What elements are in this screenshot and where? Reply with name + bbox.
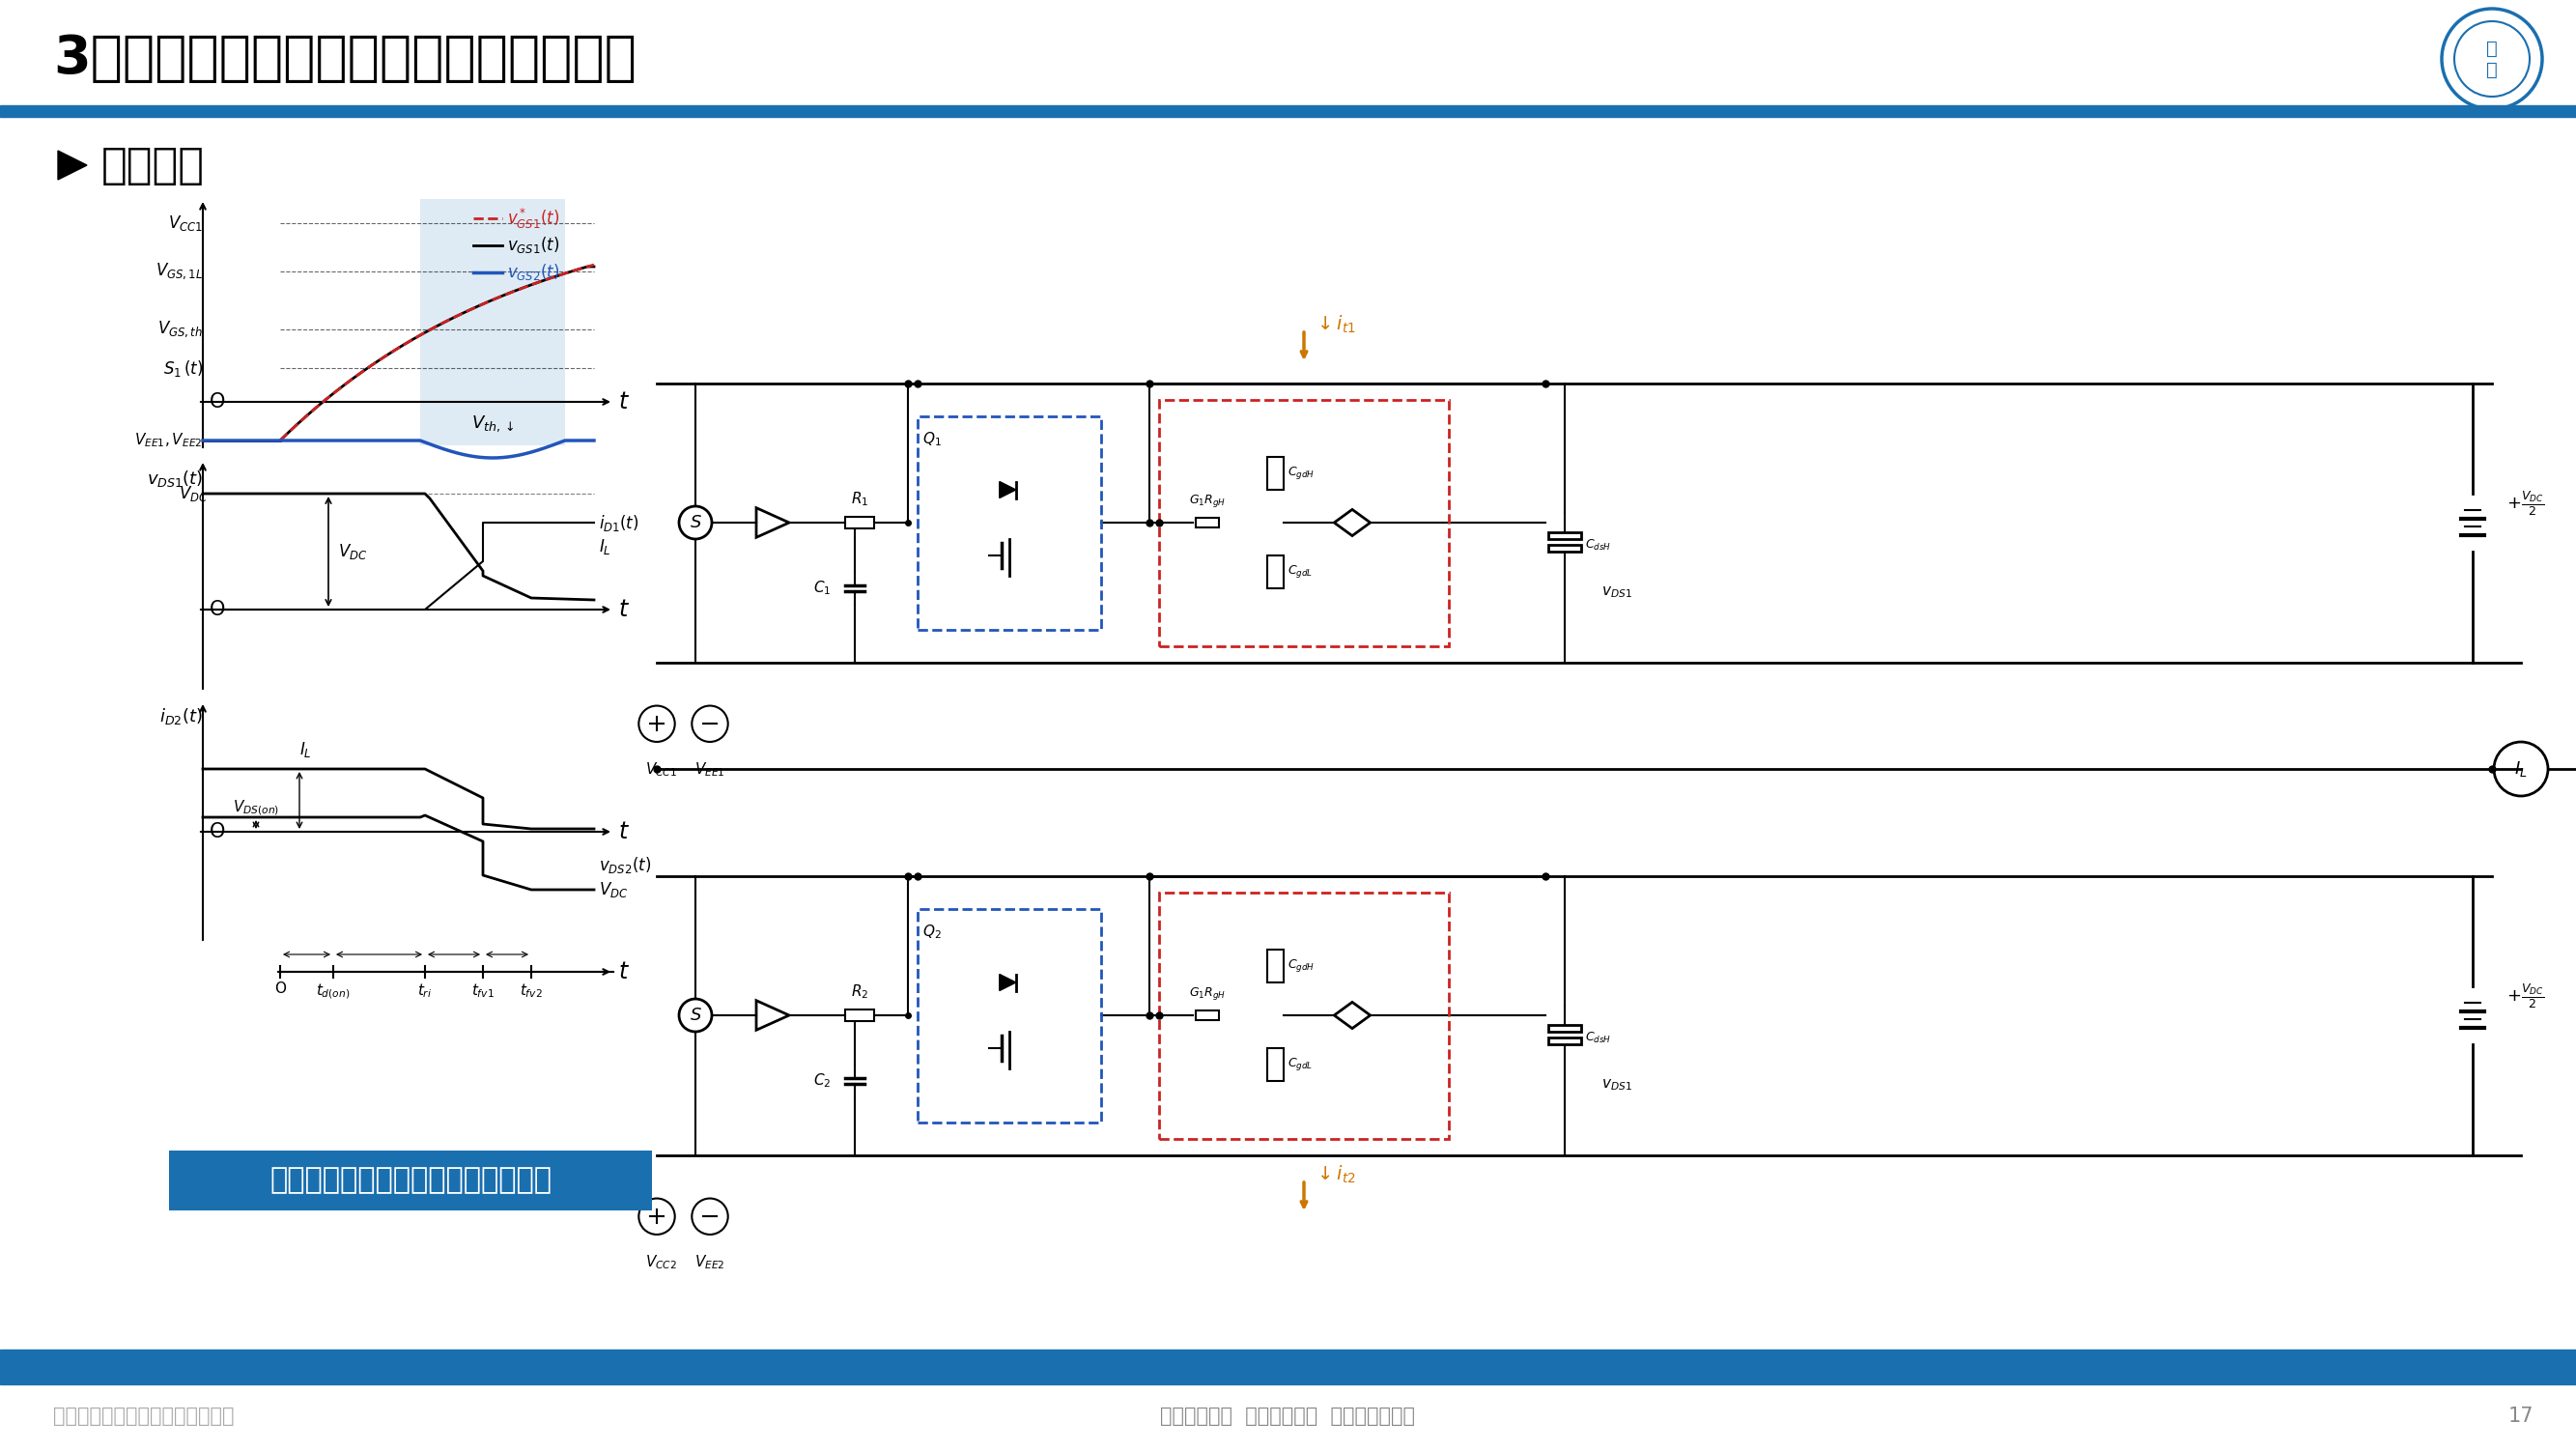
Bar — [845, 516, 873, 528]
Bar — [0, 1350, 2576, 1385]
Text: $t_{fv1}$: $t_{fv1}$ — [471, 982, 495, 999]
Text: $t$: $t$ — [618, 821, 629, 844]
Text: $t_{d(on)}$: $t_{d(on)}$ — [317, 982, 350, 1000]
Text: $V_{EE1}$: $V_{EE1}$ — [696, 761, 726, 779]
Text: $R_2$: $R_2$ — [850, 983, 868, 1001]
Text: $V_{GS,1L}$: $V_{GS,1L}$ — [155, 261, 204, 281]
Polygon shape — [57, 151, 88, 180]
Text: $C_{dsH}$: $C_{dsH}$ — [1584, 538, 1613, 552]
Text: $V_{EE2}$: $V_{EE2}$ — [696, 1253, 726, 1272]
Text: $\downarrow i_{t1}$: $\downarrow i_{t1}$ — [1314, 313, 1355, 335]
Text: $C_{gdL}$: $C_{gdL}$ — [1288, 564, 1314, 580]
Text: $t$: $t$ — [618, 960, 629, 983]
Polygon shape — [999, 481, 1015, 497]
Text: $C_{gdL}$: $C_{gdL}$ — [1288, 1057, 1314, 1073]
Text: $S_1\,(t)$: $S_1\,(t)$ — [162, 358, 204, 378]
Text: 工作原理: 工作原理 — [100, 145, 204, 186]
Text: 3、基于跨导增益负反馈机理的干扰抑制: 3、基于跨导增益负反馈机理的干扰抑制 — [54, 33, 636, 86]
Text: $I_L$: $I_L$ — [598, 536, 611, 557]
Bar — [170, 1150, 652, 1211]
Text: $t_{ri}$: $t_{ri}$ — [417, 982, 433, 999]
Text: $V_{th,\downarrow}$: $V_{th,\downarrow}$ — [471, 413, 513, 434]
Text: $i_{D2}(t)$: $i_{D2}(t)$ — [160, 706, 204, 726]
Text: $t$: $t$ — [618, 597, 629, 621]
Text: O: O — [209, 600, 224, 619]
Bar — [845, 1009, 873, 1021]
Bar — [1267, 457, 1283, 490]
Text: $V_{GS,th}$: $V_{GS,th}$ — [157, 319, 204, 339]
Text: $V_{DC}$: $V_{DC}$ — [598, 880, 629, 899]
Text: $V_{CC1}$: $V_{CC1}$ — [647, 761, 677, 779]
Polygon shape — [999, 974, 1015, 990]
Bar — [1267, 1048, 1283, 1082]
Text: $\downarrow i_{t2}$: $\downarrow i_{t2}$ — [1314, 1164, 1355, 1186]
Text: $v_{GS2}(t)$: $v_{GS2}(t)$ — [507, 262, 559, 283]
Text: $C_2$: $C_2$ — [814, 1072, 829, 1090]
Bar — [1159, 399, 1448, 645]
Text: $+\frac{V_{DC}}{2}$: $+\frac{V_{DC}}{2}$ — [2506, 489, 2545, 518]
Bar — [1159, 892, 1448, 1138]
Bar — [917, 909, 1100, 1122]
Bar — [1267, 555, 1283, 589]
Bar — [0, 106, 2576, 117]
Bar — [1267, 950, 1283, 983]
Text: $v_{DS1}$: $v_{DS1}$ — [1602, 584, 1633, 600]
Text: $v_{GS1}(t)$: $v_{GS1}(t)$ — [507, 235, 559, 255]
Bar — [1548, 545, 1582, 551]
Text: $v_{DS1}$: $v_{DS1}$ — [1602, 1077, 1633, 1093]
Text: $V_{EE1},V_{EE2}$: $V_{EE1},V_{EE2}$ — [134, 432, 204, 450]
Text: $V_{CC1}$: $V_{CC1}$ — [167, 213, 204, 233]
Text: 中国电工技术学会新媒体平台发布: 中国电工技术学会新媒体平台发布 — [54, 1406, 234, 1425]
Bar — [420, 199, 564, 445]
Text: O: O — [209, 392, 224, 412]
Text: $Q_2$: $Q_2$ — [922, 924, 940, 941]
Text: $V_{CC2}$: $V_{CC2}$ — [647, 1253, 677, 1272]
Text: $S$: $S$ — [690, 1006, 701, 1024]
Text: $v_{DS2}(t)$: $v_{DS2}(t)$ — [598, 856, 652, 876]
Text: $C_{dsH}$: $C_{dsH}$ — [1584, 1031, 1613, 1045]
Text: $G_1R_{gH}$: $G_1R_{gH}$ — [1190, 493, 1226, 509]
Bar — [1548, 1037, 1582, 1044]
Text: $+\frac{V_{DC}}{2}$: $+\frac{V_{DC}}{2}$ — [2506, 982, 2545, 1011]
Text: $v_{DS1}(t)$: $v_{DS1}(t)$ — [147, 468, 204, 489]
Text: $I_L$: $I_L$ — [2514, 760, 2527, 779]
Text: $V_{DS(on)}$: $V_{DS(on)}$ — [232, 799, 278, 818]
Text: O: O — [209, 822, 224, 841]
Text: $i_{D1}(t)$: $i_{D1}(t)$ — [598, 512, 639, 532]
Text: $t$: $t$ — [618, 390, 629, 413]
Bar — [1195, 1011, 1218, 1019]
Text: 交
大: 交 大 — [2486, 39, 2499, 78]
Bar — [1548, 1025, 1582, 1032]
Text: $S$: $S$ — [690, 513, 701, 531]
Bar — [1195, 518, 1218, 528]
Text: 17: 17 — [2509, 1406, 2535, 1425]
Text: $R_1$: $R_1$ — [850, 490, 868, 507]
Text: $C_{gdH}$: $C_{gdH}$ — [1288, 465, 1314, 481]
Text: $V_{DC}$: $V_{DC}$ — [178, 484, 209, 503]
Text: $G_1R_{gH}$: $G_1R_{gH}$ — [1190, 986, 1226, 1002]
Text: $t_{fv2}$: $t_{fv2}$ — [520, 982, 544, 999]
Bar — [1548, 532, 1582, 539]
Text: 北京交通大学  电气工程学院  电力电子研究所: 北京交通大学 电气工程学院 电力电子研究所 — [1159, 1406, 1414, 1425]
Text: $I_L$: $I_L$ — [299, 740, 312, 760]
Text: $V_{DC}$: $V_{DC}$ — [337, 542, 368, 561]
Text: $C_1$: $C_1$ — [814, 580, 829, 597]
Text: O: O — [273, 982, 286, 996]
Text: 栊极负反馈有源驱动的开通原理波形: 栊极负反馈有源驱动的开通原理波形 — [270, 1166, 551, 1195]
Bar — [917, 416, 1100, 629]
Text: $Q_1$: $Q_1$ — [922, 431, 940, 448]
Text: $C_{gdH}$: $C_{gdH}$ — [1288, 958, 1314, 974]
Text: $v_{GS1}^*(t)$: $v_{GS1}^*(t)$ — [507, 206, 559, 231]
